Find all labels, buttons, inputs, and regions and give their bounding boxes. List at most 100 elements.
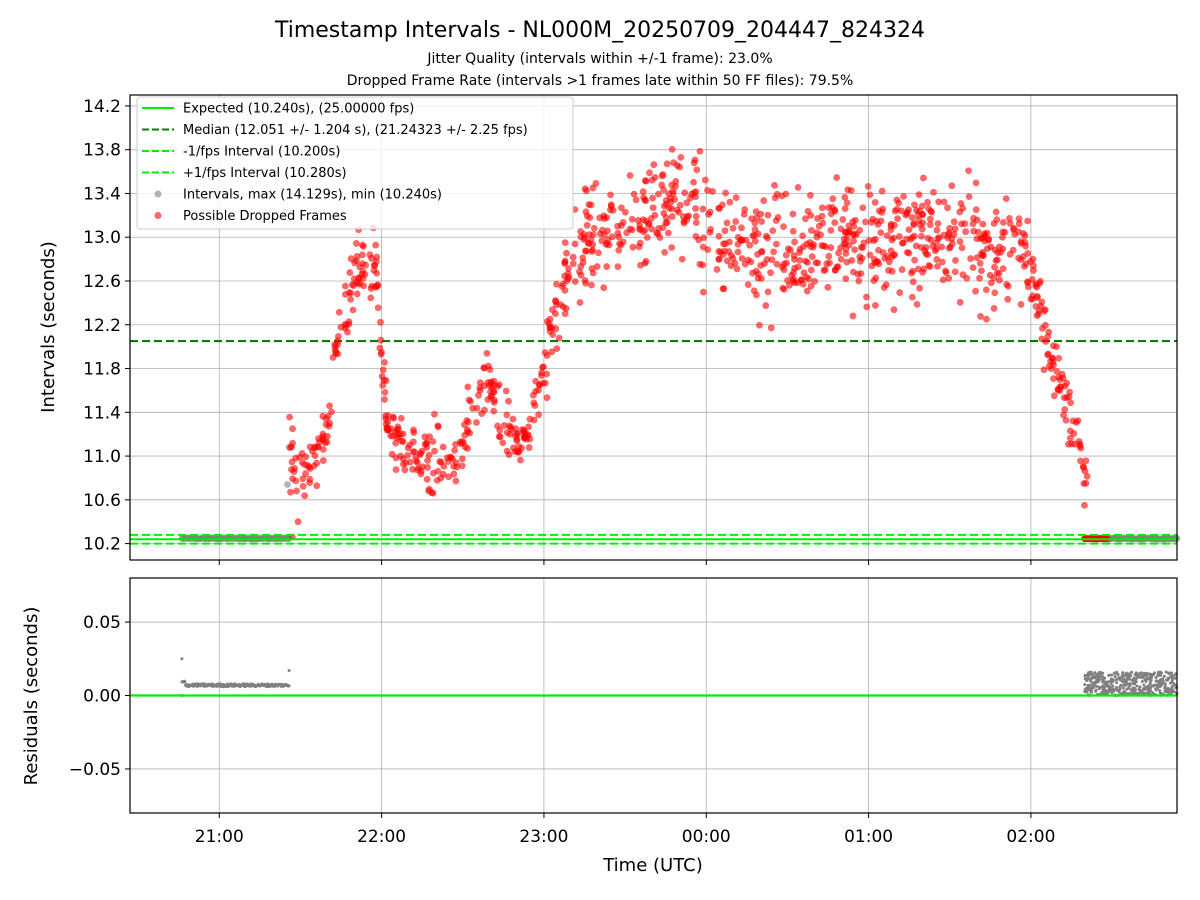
dropped-frame-point xyxy=(905,226,913,234)
dropped-frame-point xyxy=(770,248,777,256)
bottom-y-tick-label: 0.00 xyxy=(83,687,121,707)
dropped-frame-point xyxy=(410,429,418,436)
dropped-frame-point xyxy=(381,358,388,366)
dropped-frame-point xyxy=(425,451,433,459)
dropped-frame-point xyxy=(1030,262,1037,270)
dropped-frame-point xyxy=(732,218,740,225)
dropped-frame-point xyxy=(706,228,714,236)
dropped-frame-point xyxy=(1066,434,1074,442)
dropped-frame-point xyxy=(842,275,850,283)
dropped-frame-point xyxy=(642,257,650,265)
dropped-frame-point xyxy=(451,446,459,454)
dropped-frame-point xyxy=(526,415,534,423)
residual-point xyxy=(1129,688,1133,692)
dropped-frame-point xyxy=(1066,388,1074,396)
dropped-frame-point xyxy=(896,289,904,296)
dropped-frame-point xyxy=(1032,302,1040,310)
dropped-frame-point xyxy=(1010,224,1018,232)
residual-point xyxy=(1143,678,1147,682)
dropped-frame-point xyxy=(756,321,763,329)
dropped-frame-point xyxy=(298,450,306,457)
dropped-frame-point xyxy=(353,253,361,260)
dropped-frame-point xyxy=(1066,427,1074,435)
dropped-frame-point xyxy=(602,241,610,248)
dropped-frame-point xyxy=(397,414,405,422)
dropped-frame-point xyxy=(839,216,847,223)
dropped-frame-point xyxy=(945,231,953,239)
dropped-frame-point xyxy=(319,412,327,420)
residual-point xyxy=(1100,685,1104,689)
top-plot-frame xyxy=(129,94,1178,561)
dropped-frame-point xyxy=(582,187,590,195)
dropped-frame-point xyxy=(926,221,934,229)
dropped-frame-point xyxy=(683,199,691,207)
top-plot-panel: 10.2 10.6 11.0 11.4 11.8 12.2 12.6 13.0 13.4 13.8… xyxy=(38,94,1181,565)
dropped-frame-point xyxy=(994,249,1002,257)
residual-point xyxy=(1121,686,1125,690)
dropped-frame-point xyxy=(548,306,556,314)
residual-point xyxy=(1109,677,1113,681)
dropped-frame-point xyxy=(571,240,579,248)
dropped-frame-point xyxy=(425,487,433,495)
dropped-frame-point xyxy=(972,179,980,187)
residual-point xyxy=(1156,674,1160,678)
residual-point xyxy=(1154,679,1158,683)
dropped-frame-point xyxy=(589,231,597,239)
dropped-frame-point xyxy=(561,286,569,294)
dropped-frame-point xyxy=(751,237,759,245)
dropped-frame-point xyxy=(722,189,730,197)
dropped-frame-point xyxy=(525,444,533,451)
residual-point xyxy=(1121,674,1125,678)
dropped-frame-point xyxy=(473,419,480,426)
dropped-frame-point xyxy=(350,275,358,283)
dropped-frame-point xyxy=(1002,195,1010,203)
dropped-frame-point xyxy=(434,422,442,430)
residual-point xyxy=(1104,680,1108,684)
dropped-frame-point xyxy=(632,196,640,204)
dropped-frame-point xyxy=(453,463,461,471)
residual-point xyxy=(1158,673,1162,677)
dropped-frame-point xyxy=(992,208,1000,216)
dropped-frame-point xyxy=(532,387,539,395)
x-tick-label: 00:00 xyxy=(682,827,731,847)
dropped-frame-point xyxy=(603,263,611,270)
dropped-frame-point xyxy=(417,470,425,478)
dropped-frame-point xyxy=(800,269,808,277)
dropped-frame-point xyxy=(872,235,879,243)
dropped-frame-point xyxy=(713,266,721,273)
dropped-frame-point xyxy=(908,214,916,222)
dropped-frame-point xyxy=(1001,228,1009,236)
dropped-frame-point xyxy=(588,281,595,289)
dropped-frame-point xyxy=(862,218,869,226)
dropped-frame-point xyxy=(752,267,760,275)
residual-point xyxy=(1173,676,1177,680)
residual-point xyxy=(1091,672,1095,676)
dropped-frame-point xyxy=(392,466,400,474)
dropped-frame-point xyxy=(569,253,577,261)
dropped-frame-point xyxy=(959,271,967,279)
dropped-frame-point xyxy=(723,257,731,265)
dropped-frame-point xyxy=(637,261,644,269)
dropped-frame-point xyxy=(950,218,958,226)
dropped-frame-point xyxy=(972,206,980,214)
dropped-frame-point xyxy=(875,246,882,254)
dropped-frame-point xyxy=(324,412,332,420)
residual-point xyxy=(1118,685,1122,689)
residual-point xyxy=(1084,690,1088,694)
residual-point xyxy=(1163,686,1167,690)
dropped-frame-point xyxy=(692,219,700,227)
chart-subtitle-2: Dropped Frame Rate (intervals >1 frames … xyxy=(347,73,854,89)
residual-point xyxy=(1131,682,1135,686)
dropped-frame-point xyxy=(553,345,561,353)
dropped-frame-point xyxy=(626,172,634,179)
dropped-frame-point xyxy=(742,236,750,244)
dropped-frame-point xyxy=(288,466,295,473)
dropped-frame-point xyxy=(946,224,954,232)
dropped-frame-point xyxy=(693,166,701,174)
dropped-frame-point xyxy=(1044,350,1052,358)
dropped-frame-point xyxy=(649,204,657,212)
dropped-frame-point xyxy=(563,249,570,257)
dropped-frame-point xyxy=(478,410,486,417)
dropped-frame-point xyxy=(1022,242,1030,250)
